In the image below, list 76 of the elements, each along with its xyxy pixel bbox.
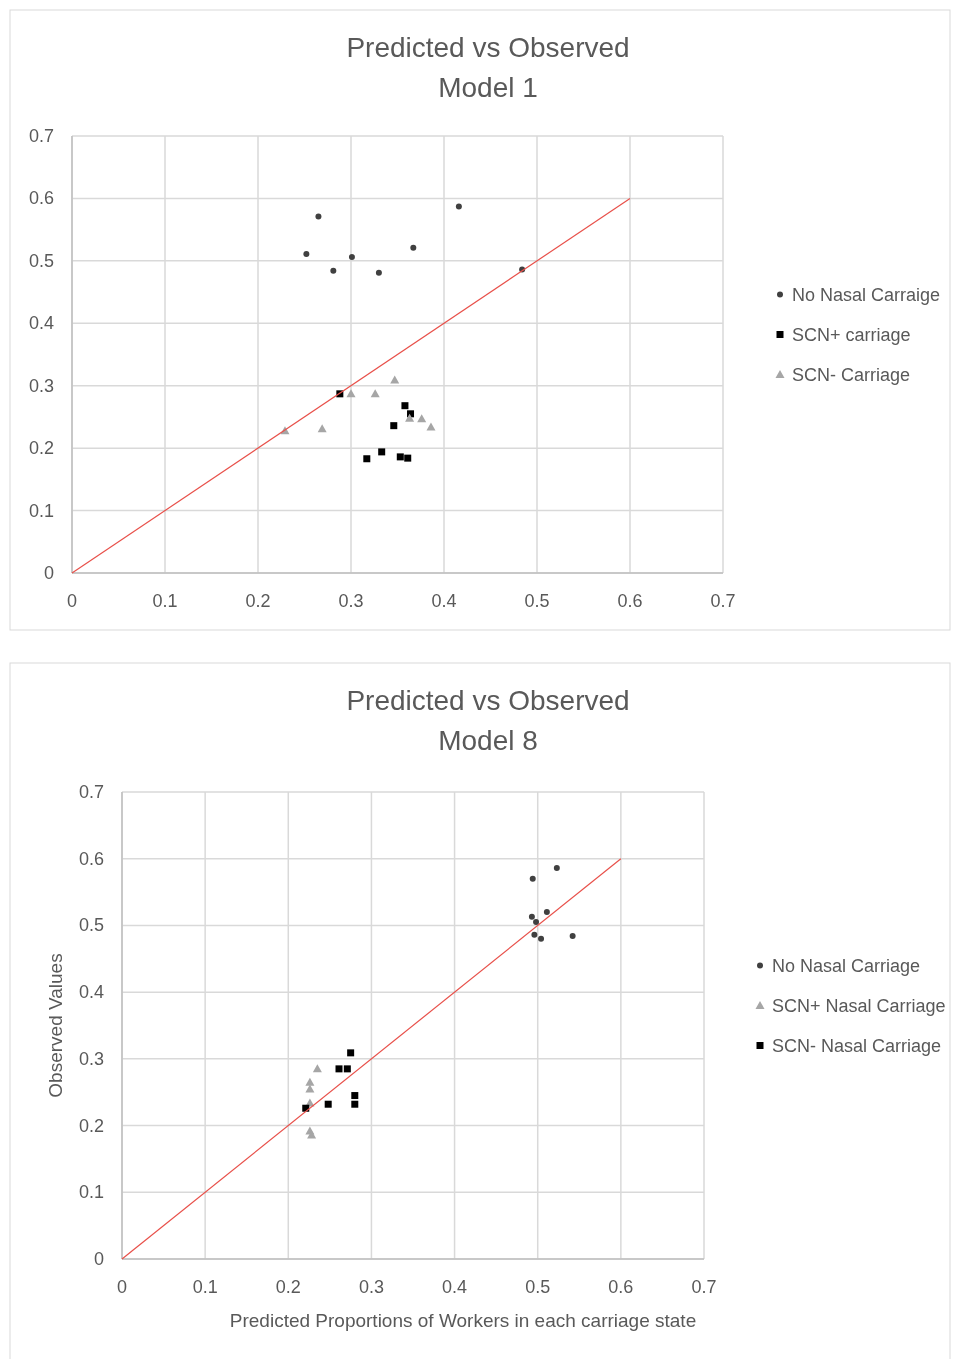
point — [528, 913, 535, 920]
point — [410, 244, 417, 251]
y-tick-label: 0.2 — [78, 1115, 104, 1136]
point — [553, 865, 560, 872]
y-tick-label: 0.3 — [78, 1048, 104, 1069]
y-tick-label: 0.6 — [28, 188, 54, 209]
point — [370, 389, 380, 398]
chart-title: Predicted vs Observed Model 8 — [346, 685, 630, 756]
y-tick-label: 0.6 — [78, 848, 104, 869]
x-tick-label: 0.4 — [431, 591, 457, 611]
point — [312, 1064, 322, 1073]
x-tick-label: 0.5 — [525, 1277, 551, 1297]
x-tick-label: 0.2 — [275, 1277, 301, 1297]
x-tick-label: 0.6 — [617, 591, 643, 611]
x-tick-label: 0.4 — [442, 1277, 468, 1297]
y-tick-label: 0.7 — [28, 126, 54, 146]
point — [405, 413, 415, 422]
point — [315, 213, 322, 220]
y-tick-label: 0.3 — [28, 375, 54, 396]
point — [343, 1065, 351, 1073]
x-tick-label: 0.3 — [358, 1277, 384, 1297]
point — [543, 909, 550, 916]
x-tick-label: 0.6 — [608, 1277, 634, 1297]
x-tick-label: 0.1 — [192, 1277, 218, 1297]
point — [348, 254, 355, 261]
legend-label: SCN+ Nasal Carriage — [772, 995, 946, 1016]
point — [390, 422, 398, 430]
x-axis-title: Predicted Proportions of Workers in each carriage state — [229, 1310, 697, 1331]
legend-label: No Nasal Carriage — [772, 955, 921, 976]
point — [324, 1100, 332, 1108]
y-tick-label: 0.4 — [28, 313, 54, 334]
x-tick-label: 0.7 — [691, 1277, 717, 1297]
x-tick-label: 0.5 — [524, 591, 550, 611]
point — [401, 402, 409, 410]
chart-title: Predicted vs Observed Model 1 — [346, 32, 630, 103]
y-tick-label: 0.7 — [78, 782, 104, 802]
point — [378, 448, 386, 456]
point — [529, 875, 536, 882]
point — [347, 1049, 355, 1057]
x-tick-label: 0.7 — [710, 591, 736, 611]
point — [569, 933, 576, 940]
point — [455, 203, 462, 210]
y-tick-label: 0.2 — [28, 438, 54, 459]
point — [390, 375, 400, 384]
legend-label: SCN- Nasal Carriage — [772, 1035, 942, 1056]
y-tick-label: 0.1 — [28, 500, 54, 521]
x-tick-label: 0.2 — [245, 591, 271, 611]
legend-label: No Nasal Carraige — [792, 284, 941, 305]
legend-label: SCN+ carriage — [792, 324, 911, 345]
y-tick-label: 0.1 — [78, 1182, 104, 1203]
y-tick-label: 0.4 — [78, 982, 104, 1003]
y-tick-label: 0 — [93, 1249, 104, 1269]
point — [375, 269, 382, 276]
legend-label: SCN- Carriage — [792, 364, 911, 385]
point — [363, 455, 371, 463]
point — [396, 453, 404, 461]
point — [351, 1092, 359, 1100]
x-tick-label: 0.3 — [338, 591, 364, 611]
x-tick-label: 0.1 — [152, 591, 178, 611]
y-axis-title: Observed Values — [45, 953, 66, 1098]
y-tick-label: 0.5 — [28, 250, 54, 271]
x-tick-label: 0 — [116, 1277, 128, 1297]
point — [404, 454, 412, 462]
y-tick-label: 0.5 — [78, 915, 104, 936]
point — [317, 424, 327, 433]
y-tick-label: 0 — [43, 563, 54, 583]
point — [335, 1065, 343, 1073]
point — [305, 1084, 315, 1093]
point — [538, 935, 545, 942]
point — [305, 1077, 315, 1086]
point — [531, 931, 538, 938]
point — [330, 267, 337, 274]
point — [303, 250, 310, 257]
point — [417, 414, 427, 423]
point — [533, 919, 540, 926]
point — [351, 1100, 359, 1108]
